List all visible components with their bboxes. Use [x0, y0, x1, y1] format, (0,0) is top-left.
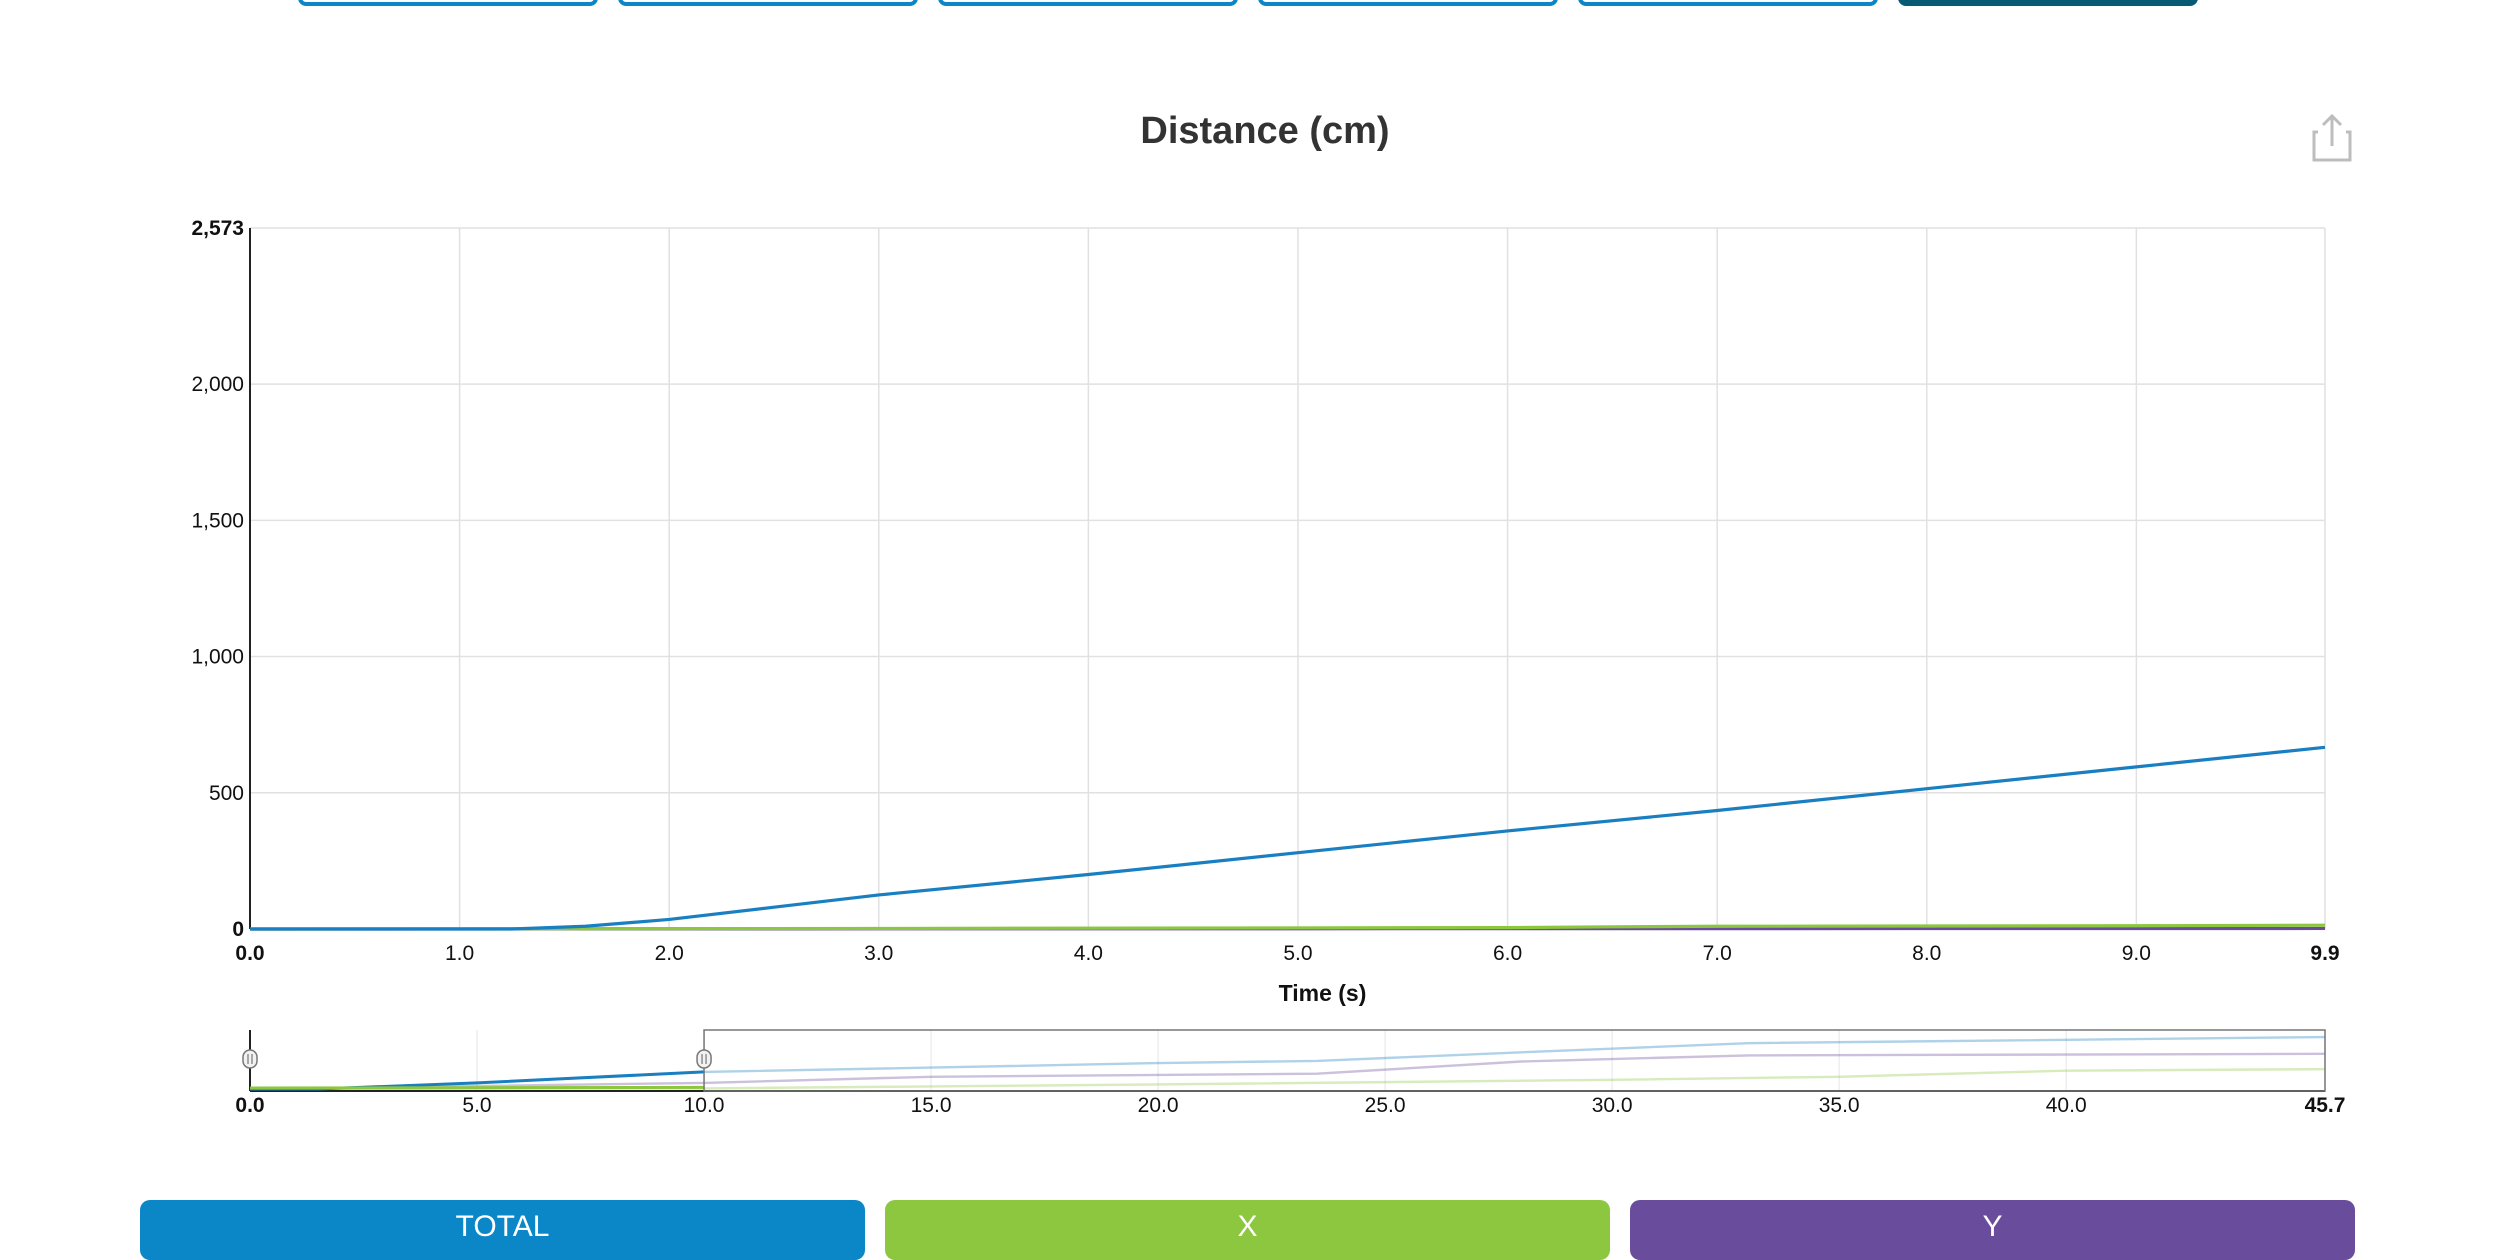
- series-button-y[interactable]: Y: [1630, 1200, 2355, 1260]
- x-tick-label: 0.0: [235, 942, 264, 965]
- series-button-label: Y: [1982, 1210, 2003, 1243]
- y-tick-label: 500: [209, 782, 244, 805]
- navigator-tick-label: 45.7: [2305, 1094, 2346, 1117]
- top-tab-1[interactable]: [298, 0, 598, 6]
- navigator-tick-label: 10.0: [684, 1094, 725, 1117]
- navigator-tick-label: 5.0: [462, 1094, 491, 1117]
- top-tab-3[interactable]: [938, 0, 1238, 6]
- x-tick-label: 2.0: [655, 942, 684, 965]
- series-line-1: [250, 745, 2326, 931]
- distance-chart: 0 500 1,000 1,500 2,000 2,573 0.0 1.0 2.0 3.0 4.0 5…: [191, 217, 2346, 1117]
- navigator-right-handle[interactable]: [696, 1049, 712, 1069]
- series-button-label: TOTAL: [455, 1210, 550, 1243]
- x-tick-label: 9.9: [2310, 942, 2339, 965]
- navigator-tick-label: 25.0: [1365, 1094, 1406, 1117]
- series-button-total[interactable]: TOTAL: [140, 1200, 865, 1260]
- navigator-tick-label: 40.0: [2046, 1094, 2087, 1117]
- navigator-tick-label: 30.0: [1592, 1094, 1633, 1117]
- y-tick-label: 1,000: [191, 646, 244, 669]
- x-axis-title: Time (s): [1279, 980, 1367, 1006]
- navigator-tick-label: 0.0: [235, 1094, 264, 1117]
- y-tick-label: 2,000: [191, 373, 244, 396]
- series-button-x[interactable]: X: [885, 1200, 1610, 1260]
- y-tick-label: 0: [232, 918, 244, 941]
- navigator-left-handle[interactable]: [242, 1049, 258, 1069]
- series-button-label: X: [1237, 1210, 1258, 1243]
- x-tick-label: 9.0: [2122, 942, 2151, 965]
- x-tick-label: 6.0: [1493, 942, 1522, 965]
- navigator-tick-label: 35.0: [1819, 1094, 1860, 1117]
- chart-title: Distance (cm): [1140, 110, 1390, 152]
- x-tick-label: 3.0: [864, 942, 893, 965]
- share-button[interactable]: [2310, 110, 2354, 164]
- top-tab-6[interactable]: [1898, 0, 2198, 6]
- x-tick-label: 8.0: [1912, 942, 1941, 965]
- y-tick-label: 2,573: [191, 217, 244, 240]
- navigator-tick-label: 20.0: [1138, 1094, 1179, 1117]
- x-tick-label: 1.0: [445, 942, 474, 965]
- x-tick-label: 5.0: [1283, 942, 1312, 965]
- navigator-selected-series-x: [249, 1085, 705, 1090]
- top-tab-2[interactable]: [618, 0, 918, 6]
- top-tab-4[interactable]: [1258, 0, 1558, 6]
- navigator-tick-label: 15.0: [911, 1094, 952, 1117]
- share-icon: [2312, 113, 2352, 162]
- series-line-2: [249, 923, 2326, 931]
- y-tick-label: 1,500: [191, 509, 244, 532]
- x-tick-label: 4.0: [1074, 942, 1103, 965]
- navigator-series-1: [250, 1035, 2326, 1091]
- top-tab-5[interactable]: [1578, 0, 1878, 6]
- x-tick-label: 7.0: [1703, 942, 1732, 965]
